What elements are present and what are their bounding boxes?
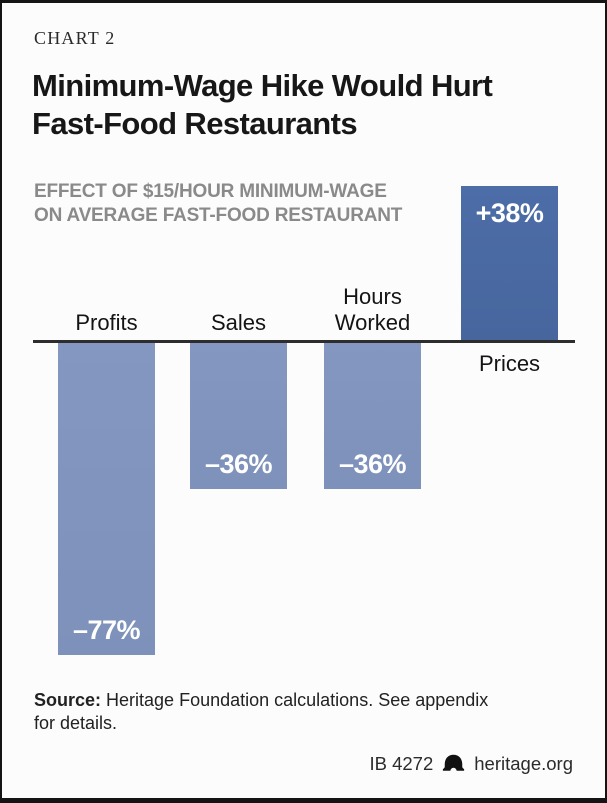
value-label-sales: –36%	[204, 449, 273, 479]
value-label-profits: –77%	[72, 615, 141, 645]
source-text: Heritage Foundation calculations. See ap…	[101, 690, 489, 710]
chart-subtitle-line1: EFFECT OF $15/HOUR MINIMUM-WAGE	[34, 181, 387, 202]
bar-chart: –77% Profits –36% Sales –36% Hours Worked +38%…	[2, 3, 605, 798]
bar-hours-worked: –36%	[324, 343, 421, 489]
category-label-hours-worked: Hours Worked	[334, 284, 411, 335]
source-label: Source:	[34, 690, 102, 710]
category-label-profits: Profits	[75, 310, 138, 335]
chart-title-line2: Fast-Food Restaurants	[32, 106, 358, 141]
bar-profits: –77%	[58, 343, 155, 655]
chart-subtitle: EFFECT OF $15/HOUR MINIMUM-WAGE ON AVERA…	[34, 180, 434, 228]
source-text-line2: for details.	[34, 713, 118, 733]
category-label-sales: Sales	[210, 310, 267, 335]
category-label-prices: Prices	[478, 351, 541, 376]
chart-title-line1: Minimum-Wage Hike Would Hurt	[32, 68, 493, 103]
footer-publication-id: IB 4272	[369, 753, 434, 774]
bar-prices: +38%	[461, 186, 558, 340]
source-note: Source: Heritage Foundation calculations…	[34, 689, 554, 735]
heritage-bell-icon	[443, 754, 465, 774]
footer: IB 4272 heritage.org	[369, 753, 573, 775]
chart-kicker: CHART 2	[34, 28, 116, 48]
bar-sales: –36%	[190, 343, 287, 489]
value-label-prices: +38%	[475, 198, 544, 228]
chart-subtitle-line2: ON AVERAGE FAST-FOOD RESTAURANT	[34, 205, 403, 226]
chart-title: Minimum-Wage Hike Would Hurt Fast-Food R…	[32, 67, 572, 143]
x-axis-line	[33, 340, 575, 343]
footer-site: heritage.org	[474, 753, 573, 774]
value-label-hours-worked: –36%	[338, 449, 407, 479]
